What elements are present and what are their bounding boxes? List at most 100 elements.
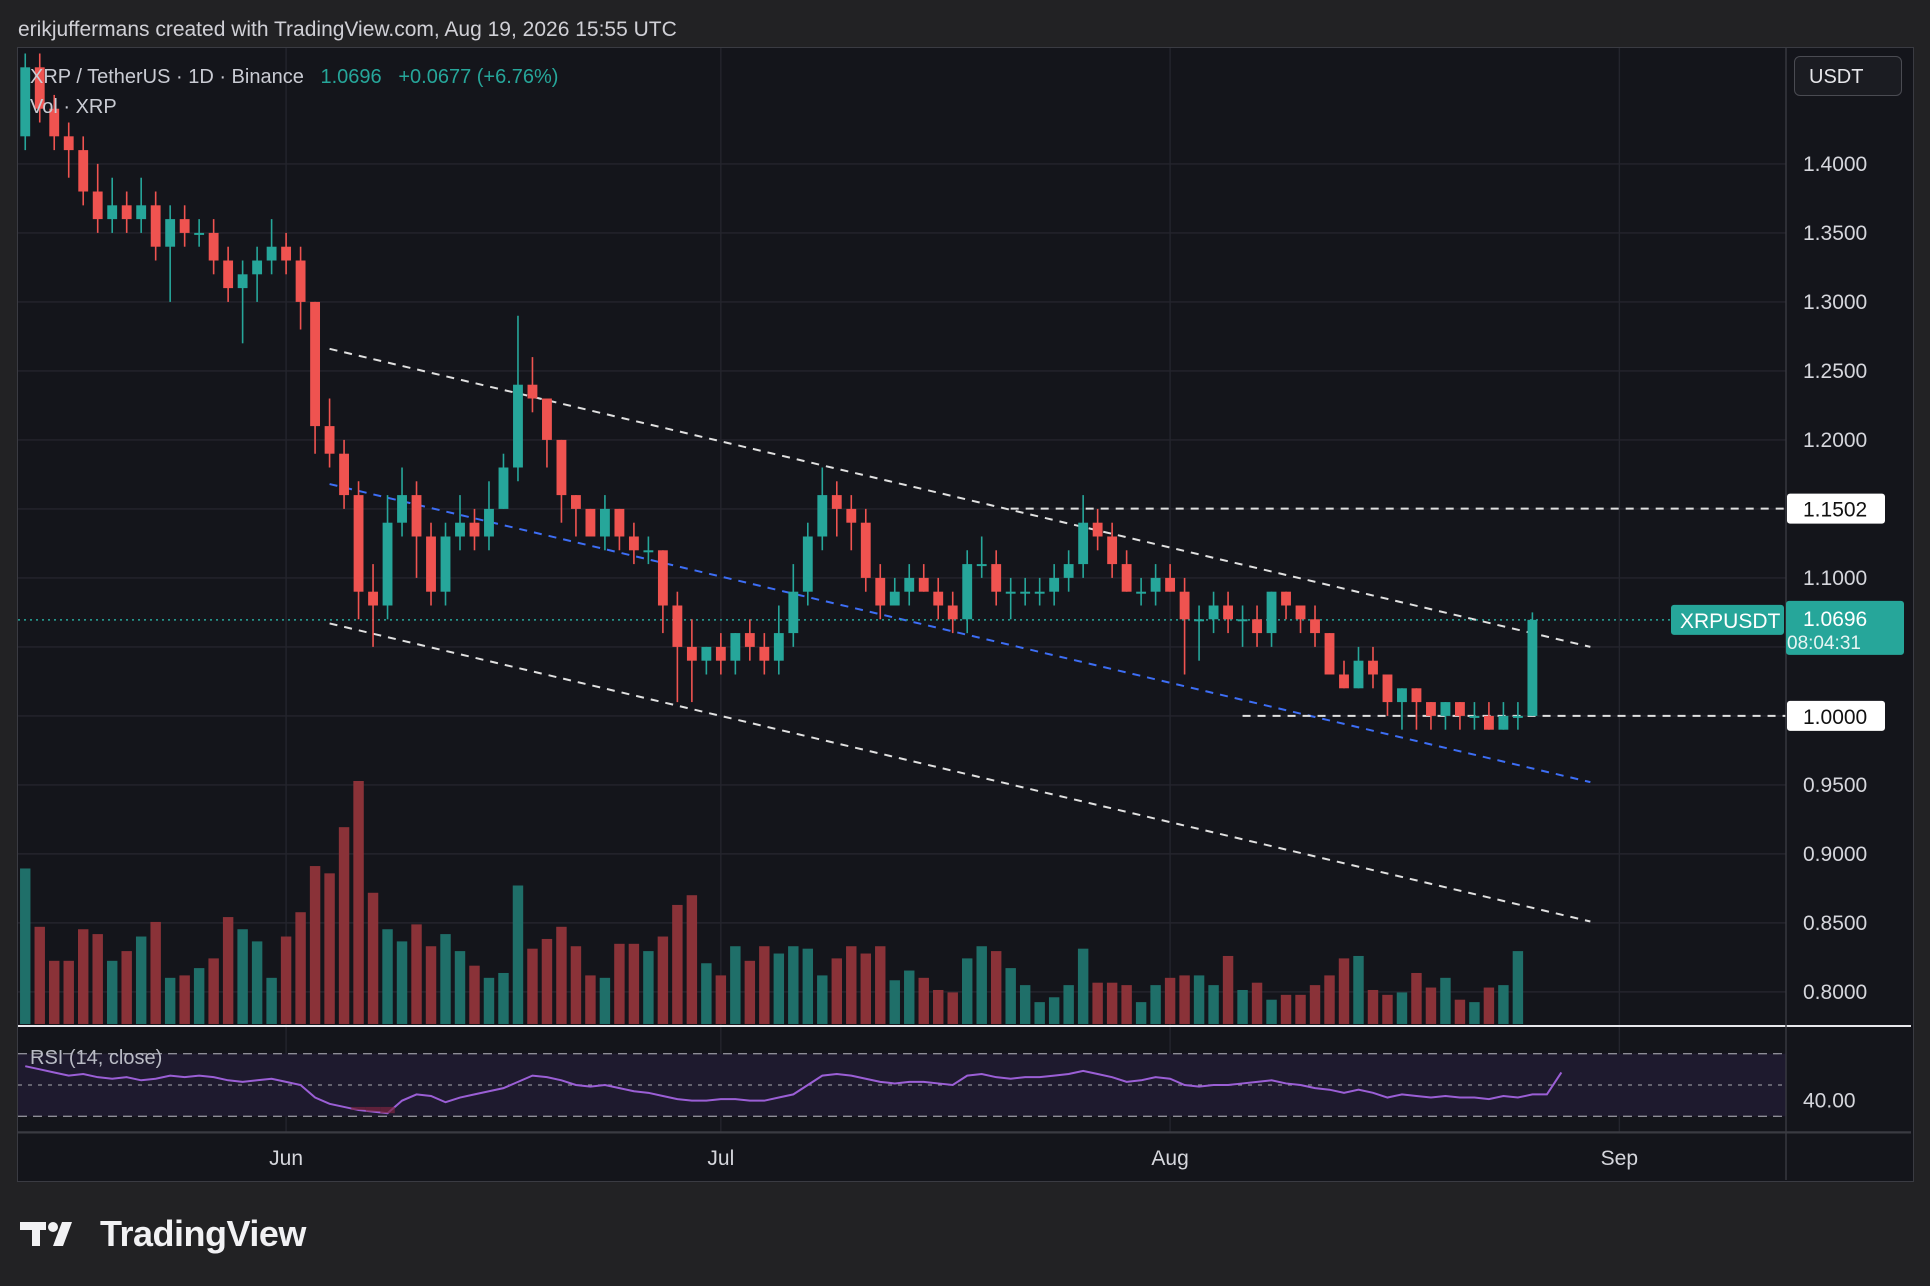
volume-bar	[498, 972, 509, 1024]
volume-bar	[1295, 994, 1306, 1024]
candle	[1063, 550, 1074, 592]
trendline-channel-lower	[329, 622, 1591, 923]
volume-bar	[614, 943, 625, 1024]
candle-body	[382, 522, 393, 606]
volume-bar	[1150, 985, 1161, 1024]
candle-body	[1397, 688, 1407, 703]
volume-bar	[1048, 997, 1060, 1024]
candle	[1469, 702, 1480, 730]
candle-body	[237, 274, 248, 289]
candle	[672, 591, 683, 703]
candle	[1310, 605, 1320, 647]
candle	[121, 191, 132, 233]
volume-bar	[1411, 972, 1422, 1024]
candle-body	[1368, 660, 1378, 675]
candle	[382, 495, 393, 620]
candle	[701, 646, 712, 675]
candle	[933, 577, 944, 620]
candle-body	[556, 439, 567, 496]
candle	[614, 508, 625, 551]
candle-body	[933, 591, 944, 606]
candle	[904, 564, 915, 606]
grid-lines	[18, 48, 1786, 1132]
candle	[773, 605, 784, 675]
currency-button[interactable]: USDT	[1794, 56, 1902, 96]
trendline-channel-median	[329, 483, 1591, 784]
candle-body	[1281, 591, 1291, 606]
volume-bar	[527, 948, 538, 1024]
candle-body	[628, 536, 639, 551]
candle	[1208, 591, 1219, 634]
volume-bar	[860, 953, 871, 1024]
candle	[788, 564, 799, 647]
candle	[542, 398, 552, 468]
candle	[295, 246, 306, 330]
candle	[599, 495, 610, 551]
rsi-oversold-fill	[380, 1106, 395, 1114]
candle	[1498, 702, 1509, 730]
candle	[1165, 564, 1176, 592]
legend-symbol[interactable]: XRP / TetherUS · 1D · Binance	[30, 66, 304, 88]
candle-body	[1252, 619, 1262, 634]
candle-body	[1339, 674, 1349, 689]
volume-bar	[251, 941, 263, 1024]
candle-body	[1005, 591, 1016, 594]
candle-body	[1078, 522, 1089, 565]
legend-change: +0.0677 (+6.76%)	[398, 66, 559, 88]
volume-bar	[1193, 975, 1205, 1024]
candle-body	[1483, 715, 1494, 730]
legend-rsi[interactable]: RSI (14, close)	[30, 1047, 163, 1069]
candle	[208, 219, 219, 275]
chart-credit: erikjuffermans created with TradingView.…	[18, 18, 677, 41]
volume-bar	[193, 968, 205, 1024]
symbol-tag	[1671, 604, 1784, 635]
candle	[1483, 702, 1494, 730]
volume-bar	[628, 943, 640, 1024]
candle	[759, 633, 770, 675]
candle	[426, 522, 436, 606]
hline-price-tag	[1787, 700, 1885, 731]
candle-body	[281, 246, 292, 261]
volume-bar	[701, 963, 712, 1024]
volume-bar	[889, 980, 900, 1024]
hline-price-tag	[1787, 493, 1885, 524]
candle-body	[1223, 605, 1233, 620]
candle	[817, 467, 828, 551]
volume-bars	[20, 781, 1524, 1024]
brand-logo[interactable]: TradingView	[20, 1212, 306, 1256]
volume-bar	[34, 926, 45, 1024]
candle-body	[1295, 605, 1306, 620]
candle-body	[1165, 577, 1176, 592]
volume-bar	[788, 946, 799, 1024]
volume-bar	[1164, 977, 1176, 1024]
brand-name: TradingView	[100, 1213, 306, 1254]
volume-bar	[1222, 955, 1234, 1024]
candle-body	[527, 384, 538, 399]
candle-body	[542, 398, 552, 440]
candle-body	[1382, 674, 1393, 703]
volume-bar	[1454, 999, 1466, 1024]
price-tick-label: 0.9000	[1803, 843, 1867, 866]
candle	[281, 232, 292, 275]
candle	[63, 122, 74, 178]
candle	[411, 481, 422, 578]
candle-body	[368, 591, 378, 606]
candle	[1426, 702, 1436, 730]
candle-body	[411, 495, 422, 537]
candle-body	[1208, 605, 1219, 620]
candle-body	[1411, 688, 1422, 703]
time-tick-label: Jul	[707, 1147, 734, 1170]
candle-body	[498, 467, 509, 509]
legend-volume[interactable]: Vol · XRP	[30, 96, 117, 118]
volume-bar	[1309, 985, 1321, 1024]
candle	[1107, 522, 1118, 578]
candle	[136, 177, 147, 233]
candle-body	[730, 633, 741, 661]
candle	[1078, 495, 1089, 578]
price-tick-label: 1.2000	[1803, 429, 1867, 452]
price-tick-label: 0.9500	[1803, 774, 1867, 797]
candle	[339, 439, 349, 509]
candle-body	[310, 301, 321, 427]
candle	[223, 246, 234, 302]
